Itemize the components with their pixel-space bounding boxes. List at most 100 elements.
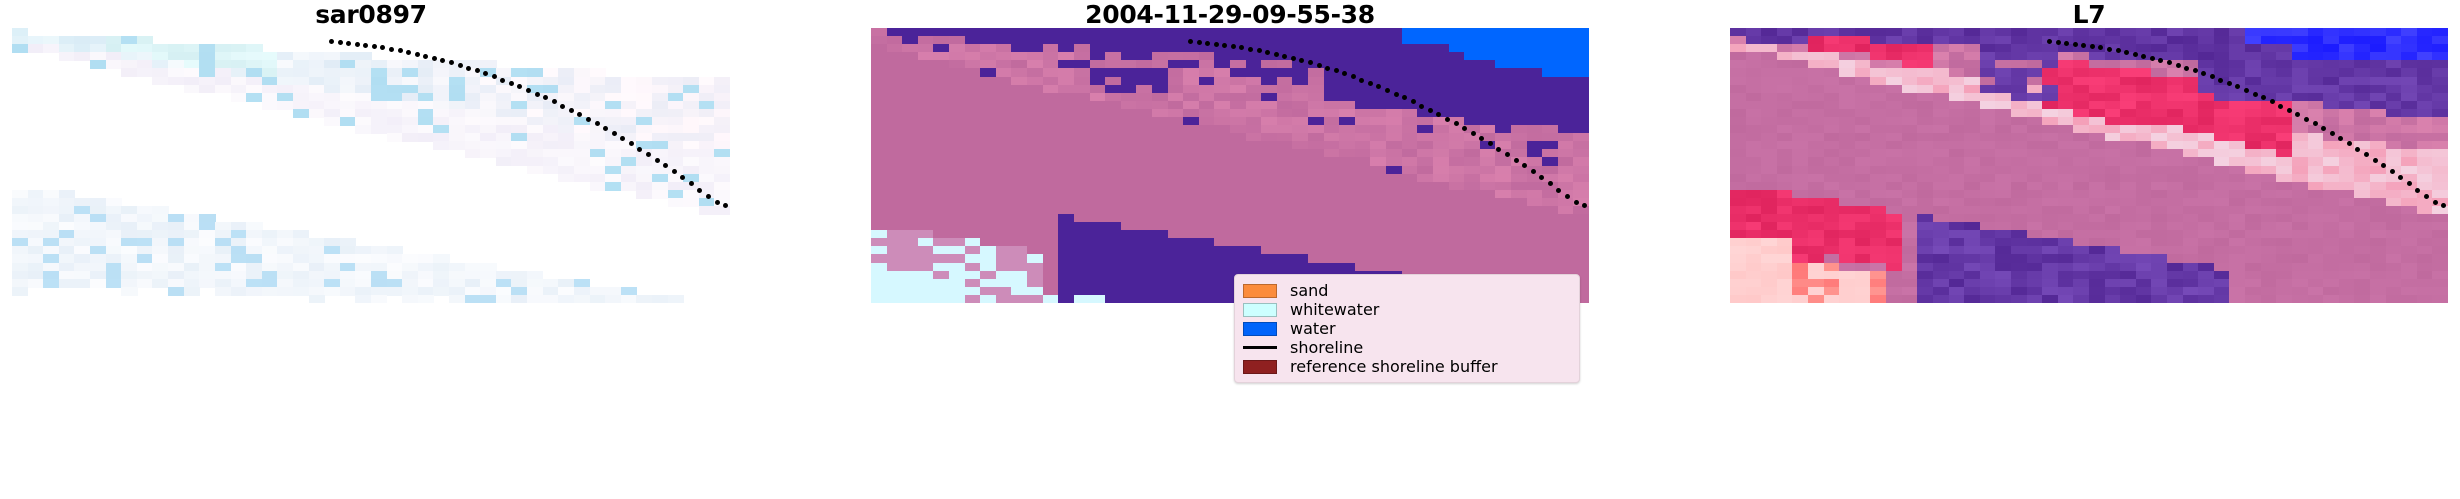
raster-cell	[2416, 141, 2434, 151]
raster-cell	[2073, 76, 2090, 86]
raster-cell	[2010, 278, 2028, 288]
raster-cell	[58, 52, 76, 62]
raster-cell	[1011, 165, 1028, 175]
raster-cell	[1370, 181, 1387, 191]
raster-cell	[1167, 270, 1184, 280]
raster-cell	[27, 214, 44, 223]
raster-cell	[698, 197, 716, 207]
raster-cell	[230, 44, 247, 54]
raster-cell	[1573, 294, 1589, 303]
raster-cell	[1964, 189, 1981, 199]
raster-cell	[199, 68, 216, 78]
raster-cell	[1479, 246, 1497, 256]
raster-cell	[1901, 36, 1919, 45]
raster-cell	[527, 68, 544, 78]
raster-cell	[1386, 173, 1403, 183]
raster-cell	[1979, 181, 1997, 191]
raster-cell	[1432, 230, 1450, 240]
raster-cell	[168, 278, 185, 288]
raster-cell	[90, 270, 107, 280]
raster-cell	[2057, 294, 2075, 303]
raster-cell	[136, 262, 154, 272]
raster-cell	[527, 116, 544, 126]
raster-cell	[2089, 270, 2106, 280]
raster-cell	[620, 92, 638, 102]
raster-cell	[371, 60, 388, 70]
raster-cell	[511, 141, 528, 151]
raster-cell	[449, 141, 466, 151]
raster-cell	[2213, 262, 2231, 272]
raster-cell	[886, 262, 903, 272]
raster-cell	[1917, 44, 1934, 54]
raster-cell	[1214, 60, 1231, 70]
raster-cell	[1808, 254, 1825, 264]
raster-cell	[2167, 28, 2184, 37]
raster-cell	[27, 197, 44, 207]
raster-cell	[1557, 28, 1575, 37]
raster-cell	[1011, 205, 1028, 215]
raster-cell	[1948, 246, 1965, 256]
raster-cell	[2307, 197, 2324, 207]
raster-cell	[1761, 116, 1778, 126]
raster-cell	[1151, 189, 1169, 199]
raster-cell	[1510, 262, 1528, 272]
raster-cell	[933, 197, 950, 207]
raster-cell	[1167, 214, 1184, 223]
raster-cell	[1058, 84, 1075, 94]
raster-cell	[1573, 92, 1589, 102]
raster-cell	[1011, 157, 1028, 167]
raster-cell	[1432, 214, 1450, 223]
raster-cell	[1198, 108, 1216, 118]
raster-cell	[1823, 149, 1841, 159]
raster-cell	[386, 286, 403, 296]
raster-cell	[1354, 36, 1372, 45]
raster-cell	[2416, 230, 2434, 240]
legend-label: whitewater	[1290, 300, 1380, 319]
raster-cell	[1510, 222, 1528, 231]
raster-cell	[2120, 76, 2137, 86]
raster-cell	[1776, 92, 1794, 102]
raster-cell	[1136, 270, 1153, 280]
raster-cell	[2135, 36, 2153, 45]
raster-cell	[2323, 205, 2340, 215]
raster-cell	[995, 68, 1013, 78]
raster-cell	[558, 125, 575, 134]
raster-cell	[1495, 149, 1512, 159]
raster-cell	[277, 246, 294, 256]
raster-cell	[2260, 173, 2278, 183]
raster-cell	[2323, 181, 2340, 191]
raster-cell	[2416, 173, 2434, 183]
raster-cell	[2057, 181, 2075, 191]
raster-cell	[1058, 68, 1075, 78]
raster-cell	[1448, 141, 1465, 151]
raster-cell	[2260, 149, 2278, 159]
raster-cell	[105, 44, 123, 54]
raster-cell	[1214, 270, 1231, 280]
raster-cell	[714, 76, 730, 86]
raster-cell	[1027, 270, 1044, 280]
raster-cell	[683, 100, 700, 110]
raster-cell	[714, 84, 730, 94]
raster-cell	[1354, 254, 1372, 264]
raster-cell	[261, 60, 279, 70]
raster-cell	[246, 52, 263, 62]
raster-cell	[1183, 173, 1200, 183]
raster-cell	[2338, 84, 2356, 94]
raster-cell	[2307, 205, 2324, 215]
raster-cell	[2151, 214, 2168, 223]
raster-cell	[2213, 165, 2231, 175]
raster-cell	[1198, 165, 1216, 175]
raster-cell	[1464, 238, 1481, 248]
raster-cell	[2432, 262, 2448, 272]
raster-cell	[1401, 173, 1419, 183]
raster-cell	[1542, 84, 1559, 94]
raster-cell	[2089, 294, 2106, 303]
raster-cell	[2026, 222, 2043, 231]
raster-cell	[933, 294, 950, 303]
raster-cell	[1917, 36, 1934, 45]
raster-cell	[1776, 116, 1794, 126]
raster-cell	[1901, 116, 1919, 126]
raster-cell	[886, 141, 903, 151]
raster-cell	[1964, 100, 1981, 110]
raster-cell	[1027, 173, 1044, 183]
